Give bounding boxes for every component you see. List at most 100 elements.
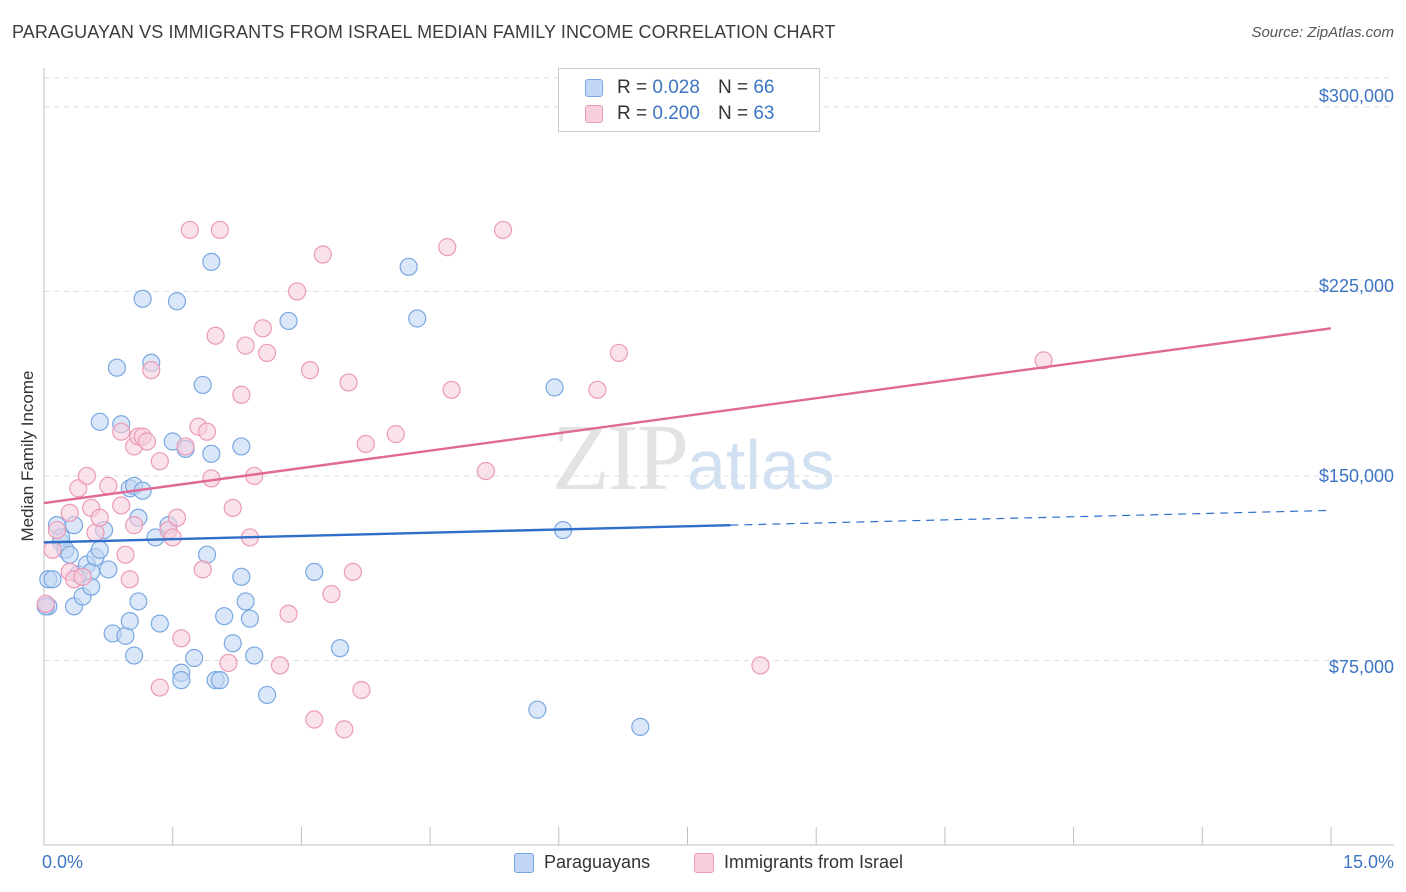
paraguayans-point bbox=[631, 717, 650, 737]
paraguayans-point bbox=[202, 252, 221, 272]
legend-r-label: R = bbox=[617, 77, 648, 98]
bottom-legend-paraguayans: Paraguayans bbox=[514, 852, 650, 873]
israel-point bbox=[120, 570, 139, 589]
paraguayans-point bbox=[99, 560, 118, 579]
israel-point bbox=[356, 434, 375, 454]
israel-point bbox=[588, 380, 607, 399]
paraguayans-point bbox=[330, 639, 350, 658]
paraguayans-point bbox=[210, 671, 229, 690]
israel-point bbox=[343, 562, 362, 582]
israel-point bbox=[288, 282, 307, 301]
paraguayans-point bbox=[43, 570, 62, 589]
israel-point bbox=[270, 656, 290, 675]
paraguayans-point bbox=[223, 634, 242, 653]
israel-point bbox=[253, 319, 272, 338]
israel-point bbox=[339, 373, 358, 392]
israel-point bbox=[210, 220, 229, 240]
legend-n-value: 66 bbox=[753, 77, 775, 98]
bottom-legend-israel: Immigrants from Israel bbox=[694, 852, 903, 873]
paraguayans-point bbox=[150, 614, 169, 633]
israel-point bbox=[60, 503, 79, 522]
chart-source: Source: ZipAtlas.com bbox=[1251, 24, 1394, 41]
israel-point bbox=[305, 710, 324, 729]
legend-row-israel: R = 0.200 N = 63 bbox=[585, 103, 774, 125]
israel-point bbox=[223, 498, 242, 518]
israel-point bbox=[193, 560, 212, 579]
israel-point bbox=[172, 629, 191, 648]
israel-point bbox=[112, 422, 131, 441]
israel-trend-line bbox=[43, 327, 1332, 505]
legend-n-label: N = bbox=[717, 77, 749, 98]
watermark: ZIPatlas bbox=[552, 404, 835, 512]
israel-point bbox=[124, 516, 144, 535]
paraguayans-point bbox=[305, 562, 324, 582]
israel-point bbox=[90, 508, 109, 527]
paraguayans-point bbox=[107, 358, 127, 377]
paraguayans-point bbox=[236, 592, 255, 611]
israel-point bbox=[150, 678, 169, 697]
israel-point bbox=[279, 604, 298, 623]
legend-r-value: 0.028 bbox=[652, 77, 700, 98]
watermark-atlas: atlas bbox=[687, 426, 835, 504]
stats-legend: R = 0.028 N = 66 R = 0.200 N = 63 bbox=[558, 68, 820, 132]
legend-swatch-pink bbox=[694, 852, 714, 873]
israel-point bbox=[180, 220, 199, 240]
paraguayans-point bbox=[193, 375, 212, 395]
legend-series-name: Immigrants from Israel bbox=[724, 852, 904, 872]
legend-swatch-blue bbox=[514, 852, 534, 873]
israel-point bbox=[257, 343, 277, 363]
israel-point bbox=[751, 656, 770, 675]
paraguayans-point bbox=[202, 444, 221, 463]
paraguayans-point bbox=[408, 309, 427, 328]
paraguayans-point bbox=[240, 609, 260, 628]
israel-point bbox=[73, 567, 92, 586]
paraguayans-point bbox=[90, 412, 109, 431]
paraguayans-point bbox=[167, 292, 187, 311]
legend-swatch-blue bbox=[585, 79, 603, 97]
paraguayans-point bbox=[185, 648, 204, 668]
israel-point bbox=[313, 245, 332, 264]
israel-point bbox=[142, 361, 161, 380]
legend-r-value: 0.200 bbox=[652, 103, 700, 124]
paraguayans-point bbox=[399, 257, 418, 276]
israel-point bbox=[322, 584, 341, 604]
paraguayans-point bbox=[232, 437, 251, 456]
israel-point bbox=[609, 343, 628, 363]
israel-point bbox=[335, 720, 354, 739]
watermark-zip: ZIP bbox=[552, 406, 689, 510]
israel-point bbox=[47, 520, 66, 540]
israel-point bbox=[493, 220, 513, 240]
israel-point bbox=[219, 653, 238, 673]
paraguayans-point bbox=[245, 646, 264, 665]
legend-n-label: N = bbox=[717, 103, 749, 124]
israel-point bbox=[163, 528, 182, 547]
israel-point bbox=[300, 361, 320, 380]
paraguayans-point bbox=[133, 289, 152, 308]
israel-point bbox=[386, 425, 405, 444]
paraguayans-point bbox=[279, 311, 298, 331]
paraguayans-point bbox=[172, 671, 191, 690]
israel-point bbox=[1034, 351, 1053, 370]
israel-point bbox=[442, 380, 461, 399]
y-tick-label: $150,000 bbox=[1318, 466, 1394, 486]
paraguayans-point bbox=[60, 545, 79, 564]
paraguayans-trend-extension bbox=[730, 509, 1332, 526]
y-axis-label: Median Family Income bbox=[18, 370, 37, 542]
chart-title: PARAGUAYAN VS IMMIGRANTS FROM ISRAEL MED… bbox=[12, 22, 836, 42]
paraguayans-point bbox=[120, 612, 139, 631]
israel-point bbox=[112, 496, 131, 515]
israel-point bbox=[150, 452, 169, 471]
israel-point bbox=[69, 479, 88, 498]
israel-point bbox=[236, 336, 255, 355]
israel-point bbox=[197, 422, 217, 441]
paraguayans-point bbox=[257, 685, 277, 705]
israel-point bbox=[116, 545, 135, 564]
israel-point bbox=[36, 594, 55, 613]
legend-r-label: R = bbox=[617, 103, 648, 124]
legend-series-name: Paraguayans bbox=[544, 852, 651, 872]
israel-point bbox=[137, 432, 157, 451]
paraguayans-point bbox=[232, 567, 251, 586]
y-tick-label: $300,000 bbox=[1318, 86, 1394, 106]
